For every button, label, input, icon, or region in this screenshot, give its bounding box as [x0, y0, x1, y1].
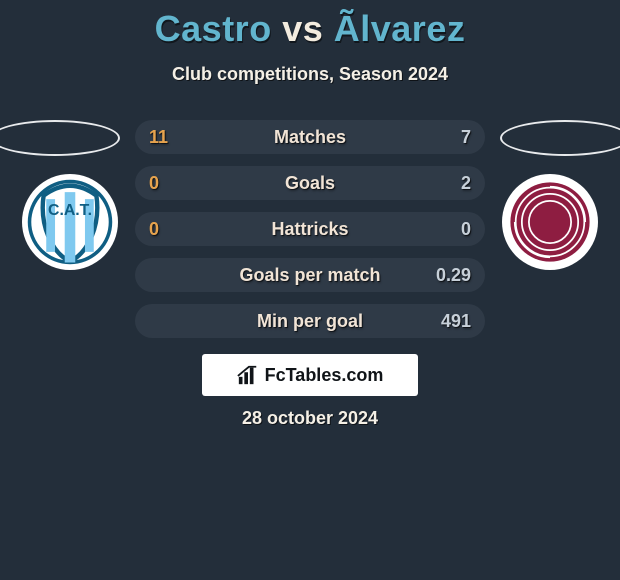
stat-row-mpg: Min per goal 491 [135, 304, 485, 338]
stat-b-value: 7 [461, 120, 471, 154]
lanus-icon [506, 178, 594, 266]
atletico-tucuman-icon: C.A.T. [26, 178, 114, 266]
stat-label: Goals [285, 173, 335, 194]
datestamp: 28 october 2024 [0, 408, 620, 429]
brand-box[interactable]: FcTables.com [202, 354, 418, 396]
stat-a-value: 0 [149, 166, 159, 200]
stat-label: Matches [274, 127, 346, 148]
player-b-halo [500, 120, 620, 156]
stats-panel: 11 Matches 7 0 Goals 2 0 Hattricks 0 Goa… [135, 120, 485, 350]
stat-b-value: 0 [461, 212, 471, 246]
stat-row-hattricks: 0 Hattricks 0 [135, 212, 485, 246]
club-badge-right [502, 174, 598, 270]
player-a-halo [0, 120, 120, 156]
stat-a-value: 0 [149, 212, 159, 246]
title-player-b: Ãlvarez [334, 8, 466, 49]
title-vs: vs [282, 8, 323, 49]
title-player-a: Castro [155, 8, 272, 49]
stat-b-value: 491 [441, 304, 471, 338]
stat-label: Goals per match [239, 265, 380, 286]
page-title: Castro vs Ãlvarez [0, 0, 620, 50]
club-badge-left: C.A.T. [22, 174, 118, 270]
stat-b-value: 0.29 [436, 258, 471, 292]
stat-row-gpm: Goals per match 0.29 [135, 258, 485, 292]
stat-label: Hattricks [271, 219, 348, 240]
stat-label: Min per goal [257, 311, 363, 332]
svg-text:C.A.T.: C.A.T. [48, 202, 92, 219]
subtitle: Club competitions, Season 2024 [0, 64, 620, 85]
stat-row-matches: 11 Matches 7 [135, 120, 485, 154]
stat-b-value: 2 [461, 166, 471, 200]
brand-text: FcTables.com [265, 365, 384, 386]
stat-row-goals: 0 Goals 2 [135, 166, 485, 200]
bar-chart-icon [237, 364, 259, 386]
stat-a-value: 11 [149, 120, 168, 154]
